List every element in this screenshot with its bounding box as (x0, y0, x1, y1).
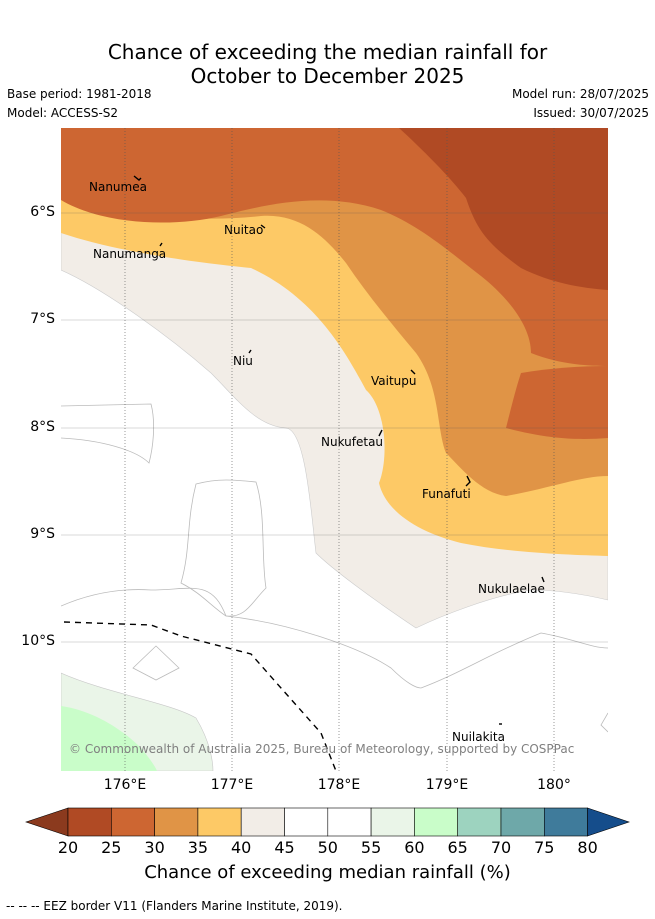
colorbar-cell (284, 807, 329, 837)
place-nuitao: Nuitao (224, 223, 264, 237)
colorbar-tick-label: 45 (274, 838, 295, 857)
lon-label-179e: 179°E (425, 777, 469, 793)
colorbar-title: Chance of exceeding median rainfall (%) (144, 862, 511, 883)
lat-label-6s: 6°S (30, 204, 55, 220)
contour-line-southeast (225, 615, 608, 689)
place-niu: Niu (233, 354, 253, 368)
colorbar-tick-label: 70 (490, 838, 512, 857)
colorbar-cell (327, 807, 372, 837)
base-period: Base period: 1981-2018 (7, 87, 152, 101)
colorbar-tick-label: 30 (144, 838, 165, 857)
colorbar-tick-label: 60 (404, 838, 425, 857)
colorbar-cell (240, 807, 285, 837)
colorbar-cell (370, 807, 415, 837)
place-nukulaelae: Nukulaelae (478, 582, 545, 596)
colorbar-cell (111, 807, 155, 837)
place-funafuti: Funafuti (422, 487, 471, 501)
lon-label-180: 180° (537, 777, 571, 793)
colorbar-cell (197, 807, 242, 837)
model-name: Model: ACCESS-S2 (7, 106, 119, 120)
colorbar-tick-label: 80 (577, 838, 598, 857)
lon-label-177e: 177°E (210, 777, 254, 793)
band-25-30 (399, 128, 608, 290)
graticule (61, 128, 608, 771)
place-nuilakita: Nuilakita (452, 730, 505, 744)
lat-label-9s: 9°S (30, 526, 55, 542)
colorbar-cell (414, 807, 458, 837)
colorbar-tick-label: 65 (447, 838, 468, 857)
colorbar-tick-label: 40 (231, 838, 252, 857)
colorbar-tick-label: 35 (187, 838, 209, 857)
model-run: Model run: 28/07/2025 (511, 87, 649, 101)
colorbar-tick-label: 75 (534, 838, 555, 857)
band-30-35-east (506, 366, 608, 439)
place-nanumea: Nanumea (89, 180, 147, 194)
colorbar-arrow-low (25, 807, 69, 837)
lat-label-10s: 10°S (21, 633, 55, 649)
lon-label-176e: 176°E (103, 777, 147, 793)
copyright-notice: © Commonwealth of Australia 2025, Bureau… (69, 742, 575, 756)
eez-legend: -- -- -- EEZ border V11 (Flanders Marine… (6, 899, 343, 913)
colorbar-tick-label: 25 (101, 838, 122, 857)
place-vaitupu: Vaitupu (371, 374, 417, 388)
colorbar-cell (543, 807, 588, 837)
island-nanumea-mark (133, 175, 142, 181)
colorbar-cell (500, 807, 545, 837)
contour-line-small (132, 645, 180, 681)
contour-line-south (61, 587, 227, 617)
colorbar-tick-label: 20 (57, 838, 79, 857)
colorbar-tick-label: 55 (360, 838, 382, 857)
eez-border (63, 621, 337, 771)
lon-label-178e: 178°E (317, 777, 361, 793)
colorbar (25, 807, 630, 837)
title-line-1: Chance of exceeding the median rainfall … (107, 40, 548, 64)
colorbar-cell (154, 807, 199, 837)
rainfall-map (61, 128, 608, 771)
place-nanumanga: Nanumanga (93, 247, 167, 261)
lat-label-7s: 7°S (30, 311, 55, 327)
issued-date: Issued: 30/07/2025 (533, 106, 649, 120)
contour-line-central (180, 479, 267, 617)
colorbar-arrow-high (587, 807, 630, 837)
contour-line-edge (600, 712, 608, 733)
band-60-65 (61, 706, 157, 771)
title-line-2: October to December 2025 (190, 64, 465, 88)
colorbar-cell (67, 807, 112, 837)
lat-label-8s: 8°S (30, 419, 55, 435)
colorbar-cell (457, 807, 502, 837)
map-title: Chance of exceeding the median rainfall … (0, 40, 655, 88)
place-nukufetau: Nukufetau (321, 435, 384, 449)
colorbar-tick-label: 50 (317, 838, 338, 857)
island-marks (133, 175, 545, 725)
contour-line-west (61, 403, 155, 464)
